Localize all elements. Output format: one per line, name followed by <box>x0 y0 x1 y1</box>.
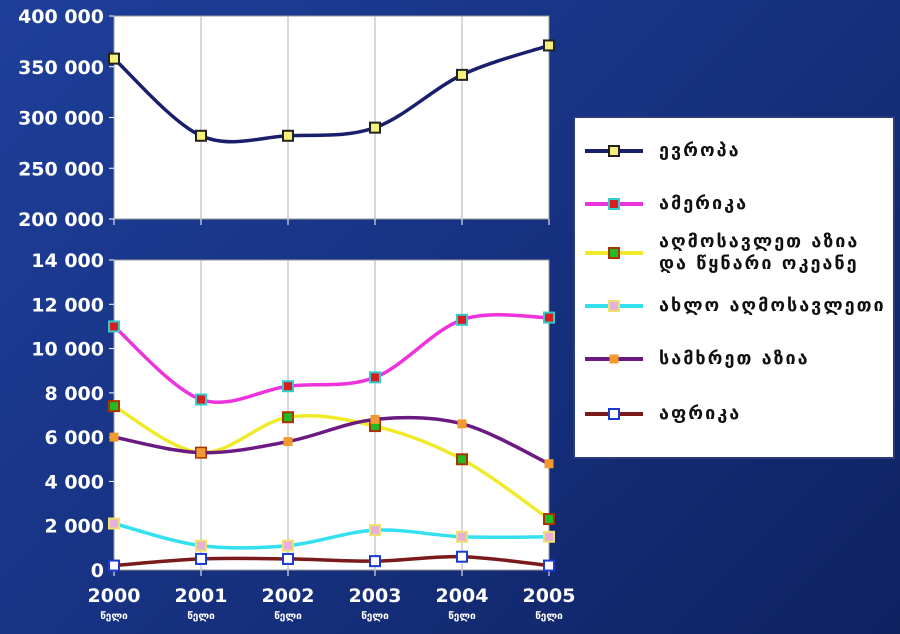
legend-swatch-europe <box>585 145 643 157</box>
legend-swatch-east-asia-pacific <box>585 247 643 259</box>
plot-area <box>113 259 550 571</box>
data-point-east-asia-pacific <box>456 453 468 466</box>
data-point-middle-east <box>369 524 381 537</box>
legend-item-middle-east: ახლო აღმოსავლეთი <box>583 293 886 319</box>
x-tick-label: 2003 <box>349 585 402 607</box>
data-point-americas <box>369 371 381 384</box>
legend-item-east-asia-pacific: აღმოსავლეთ აზია და წყნარი ოკეანე <box>583 231 859 275</box>
data-point-americas <box>195 393 207 406</box>
legend-label-europe: ევროპა <box>659 140 741 161</box>
data-point-europe <box>282 129 294 142</box>
x-tick-label: 2001 <box>175 585 228 607</box>
data-point-europe <box>108 52 120 65</box>
chart-panel-2: 0 2 000 4 000 6 000 8 000 10 000 12 000 14 000 2… <box>31 250 575 622</box>
series-line-americas <box>112 313 550 405</box>
legend-swatch-south-asia <box>585 354 643 364</box>
legend: ევროპა ამერიკა აღმოსავლეთ აზია და წყნარი… <box>573 116 895 459</box>
x-tick-label: 2002 <box>262 585 315 607</box>
legend-swatch-americas <box>585 198 643 210</box>
x-tick-sublabel: წელი <box>100 610 128 622</box>
y-tick-label: 300 000 <box>18 108 104 130</box>
data-point-americas <box>456 313 468 326</box>
data-point-middle-east <box>456 530 468 543</box>
chart-panel-1: 200 000 250 000 300 000 350 000 400 000 <box>18 6 555 231</box>
y-tick-label: 200 000 <box>18 209 104 231</box>
legend-item-africa: აფრიკა <box>583 401 741 427</box>
x-tick-sublabel: წელი <box>274 610 302 622</box>
series-line-middle-east <box>113 521 550 550</box>
data-point-africa <box>543 559 555 572</box>
data-point-africa <box>282 552 294 565</box>
legend-item-south-asia: სამხრეთ აზია <box>583 346 810 372</box>
legend-label-middle-east: ახლო აღმოსავლეთი <box>659 295 886 316</box>
data-point-middle-east <box>282 539 294 552</box>
data-point-africa <box>195 552 207 565</box>
data-point-south-asia <box>283 437 293 447</box>
data-point-africa <box>456 550 468 563</box>
legend-label-east-asia-pacific: აღმოსავლეთ აზია და წყნარი ოკეანე <box>659 231 860 274</box>
legend-label-americas: ამერიკა <box>659 193 749 214</box>
data-point-europe <box>369 121 381 134</box>
y-tick-label: 400 000 <box>18 6 104 28</box>
y-tick-label: 350 000 <box>18 57 104 79</box>
legend-marker <box>608 145 620 157</box>
legend-label-south-asia: სამხრეთ აზია <box>659 348 810 369</box>
x-tick-label: 2000 <box>88 585 141 607</box>
data-point-middle-east <box>108 517 120 530</box>
series-line-africa <box>113 554 550 568</box>
x-tick-label: 2004 <box>436 585 489 607</box>
data-point-south-asia <box>196 448 206 458</box>
y-tick-label: 6 000 <box>45 427 105 449</box>
plot-area <box>113 15 550 220</box>
data-point-middle-east <box>543 530 555 543</box>
data-point-south-asia <box>370 414 380 424</box>
data-point-africa <box>369 555 381 568</box>
y-tick-label: 10 000 <box>31 339 104 361</box>
y-tick-label: 2 000 <box>45 516 105 538</box>
data-point-east-asia-pacific <box>282 411 294 424</box>
data-point-africa <box>108 559 120 572</box>
legend-marker <box>608 198 620 210</box>
x-tick-sublabel: წელი <box>361 610 389 622</box>
legend-label-africa: აფრიკა <box>659 403 742 424</box>
x-tick-label: 2005 <box>523 585 576 607</box>
data-point-south-asia <box>544 459 554 469</box>
series-line-south-asia <box>113 415 550 466</box>
y-tick-label: 8 000 <box>45 383 105 405</box>
y-tick-label: 14 000 <box>31 250 104 272</box>
x-tick-sublabel: წელი <box>187 610 215 622</box>
legend-marker <box>608 300 620 312</box>
data-point-americas <box>108 320 120 333</box>
legend-item-americas: ამერიკა <box>583 191 748 217</box>
y-tick-label: 250 000 <box>18 158 104 180</box>
y-tick-label: 0 <box>91 560 104 582</box>
legend-marker <box>608 408 620 420</box>
data-point-south-asia <box>457 419 467 429</box>
legend-marker <box>609 354 619 364</box>
x-tick-sublabel: წელი <box>535 610 563 622</box>
legend-item-europe: ევროპა <box>583 138 741 164</box>
legend-swatch-africa <box>585 408 643 420</box>
y-tick-label: 4 000 <box>45 471 105 493</box>
legend-marker <box>608 247 620 259</box>
data-point-americas <box>282 380 294 393</box>
data-point-europe <box>456 68 468 81</box>
y-tick-label: 12 000 <box>31 294 104 316</box>
series-line-europe <box>112 43 550 144</box>
data-point-middle-east <box>195 539 207 552</box>
data-point-east-asia-pacific <box>543 513 555 526</box>
data-point-americas <box>543 311 555 324</box>
data-point-east-asia-pacific <box>108 400 120 413</box>
data-point-south-asia <box>109 432 119 442</box>
data-point-europe <box>195 129 207 142</box>
x-tick-sublabel: წელი <box>448 610 476 622</box>
data-point-europe <box>543 39 555 52</box>
legend-swatch-middle-east <box>585 300 643 312</box>
